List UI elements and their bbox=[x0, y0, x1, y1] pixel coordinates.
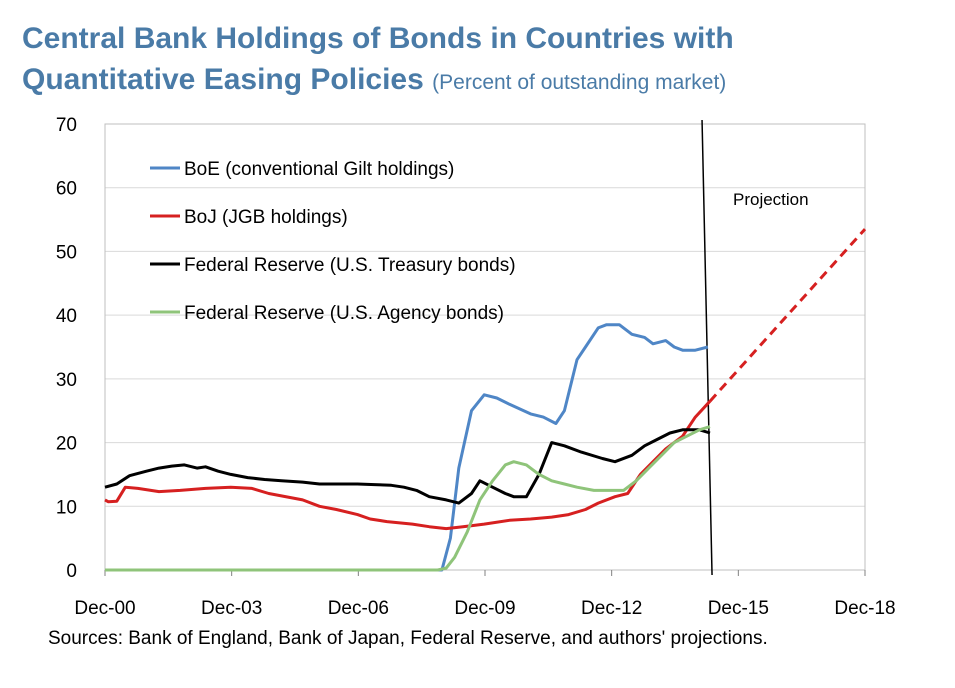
x-tick-label-6: Dec-18 bbox=[834, 598, 895, 619]
legend-label-3: Federal Reserve (U.S. Agency bonds) bbox=[184, 303, 504, 324]
source-note: Sources: Bank of England, Bank of Japan,… bbox=[48, 628, 768, 649]
series-line-1 bbox=[104, 400, 712, 531]
series-line-0 bbox=[105, 323, 709, 572]
y-tick-label-30: 30 bbox=[56, 370, 77, 391]
series-line-2 bbox=[104, 428, 711, 505]
x-tick-label-0: Dec-00 bbox=[74, 598, 135, 619]
legend-label-0: BoE (conventional Gilt holdings) bbox=[184, 159, 454, 180]
y-tick-label-50: 50 bbox=[56, 242, 77, 263]
x-tick-label-3: Dec-09 bbox=[454, 598, 515, 619]
legend-label-1: BoJ (JGB holdings) bbox=[184, 207, 348, 228]
chart-subtitle: (Percent of outstanding market) bbox=[432, 71, 727, 94]
series-line-4 bbox=[708, 228, 867, 403]
y-tick-label-40: 40 bbox=[56, 306, 77, 327]
legend-label-2: Federal Reserve (U.S. Treasury bonds) bbox=[184, 255, 516, 276]
y-tick-label-60: 60 bbox=[56, 179, 77, 200]
y-tick-label-10: 10 bbox=[56, 497, 77, 518]
title-line-2: Quantitative Easing Policies (Percent of… bbox=[22, 59, 942, 103]
y-tick-label-20: 20 bbox=[56, 434, 77, 455]
x-tick-label-1: Dec-03 bbox=[201, 598, 262, 619]
chart-title: Central Bank Holdings of Bonds in Countr… bbox=[22, 18, 942, 103]
title-line-1: Central Bank Holdings of Bonds in Countr… bbox=[22, 22, 734, 55]
x-tick-label-4: Dec-12 bbox=[581, 598, 642, 619]
x-tick-label-5: Dec-15 bbox=[708, 598, 769, 619]
x-tick-label-2: Dec-06 bbox=[328, 598, 389, 619]
y-tick-label-0: 0 bbox=[66, 561, 77, 582]
projection-label: Projection bbox=[733, 190, 809, 209]
series-line-3 bbox=[105, 425, 711, 572]
y-tick-label-70: 70 bbox=[56, 115, 77, 136]
title-line-2-main: Quantitative Easing Policies bbox=[22, 63, 424, 96]
